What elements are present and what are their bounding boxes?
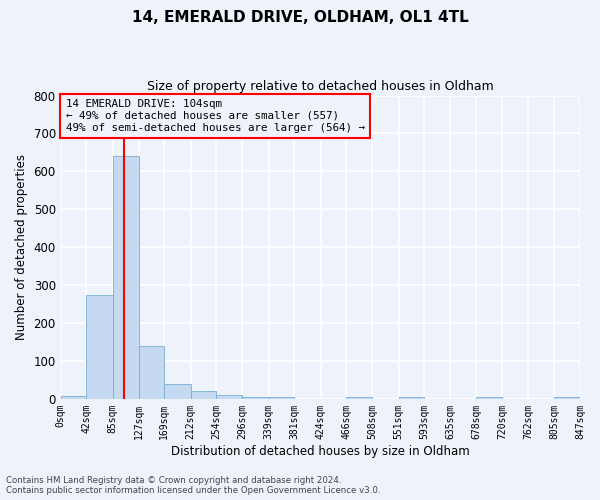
Text: 14, EMERALD DRIVE, OLDHAM, OL1 4TL: 14, EMERALD DRIVE, OLDHAM, OL1 4TL — [131, 10, 469, 25]
Y-axis label: Number of detached properties: Number of detached properties — [15, 154, 28, 340]
Text: Contains HM Land Registry data © Crown copyright and database right 2024.
Contai: Contains HM Land Registry data © Crown c… — [6, 476, 380, 495]
Bar — [217, 395, 242, 399]
Bar — [398, 397, 424, 399]
Bar — [476, 397, 502, 399]
Bar — [164, 384, 191, 399]
Bar — [242, 397, 269, 399]
Bar — [269, 397, 294, 399]
X-axis label: Distribution of detached houses by size in Oldham: Distribution of detached houses by size … — [171, 444, 470, 458]
Text: 14 EMERALD DRIVE: 104sqm
← 49% of detached houses are smaller (557)
49% of semi-: 14 EMERALD DRIVE: 104sqm ← 49% of detach… — [65, 100, 365, 132]
Bar — [113, 156, 139, 399]
Title: Size of property relative to detached houses in Oldham: Size of property relative to detached ho… — [147, 80, 494, 93]
Bar — [554, 397, 580, 399]
Bar — [61, 396, 86, 399]
Bar — [191, 392, 217, 399]
Bar — [86, 294, 113, 399]
Bar — [139, 346, 164, 399]
Bar — [346, 397, 372, 399]
